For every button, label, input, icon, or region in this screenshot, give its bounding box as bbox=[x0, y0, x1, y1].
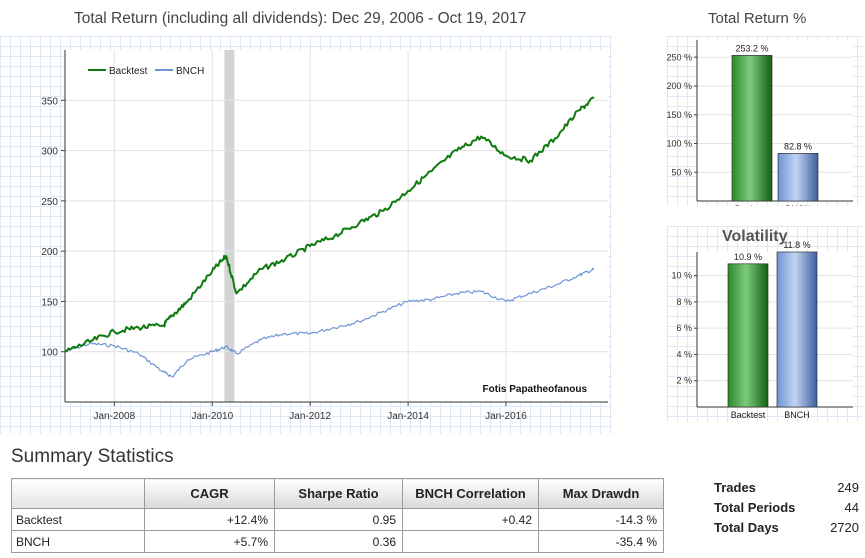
trades-value: 249 bbox=[837, 480, 859, 495]
y-tick-label: 350 bbox=[41, 96, 58, 107]
sharpe-cell: 0.36 bbox=[274, 530, 403, 553]
volatility-bar-chart: 2 % 4 % 6 % 8 % 10 % 10.9 % Backtest 11.8 % BNCH bbox=[671, 240, 853, 420]
y-tick-label: 100 bbox=[41, 348, 58, 359]
bar-value-label: 10.9 % bbox=[734, 252, 762, 262]
summary-table: CAGR Sharpe Ratio BNCH Correlation Max D… bbox=[11, 478, 664, 553]
row-label: BNCH bbox=[11, 530, 145, 553]
series-line-bnch bbox=[64, 267, 595, 378]
days-label: Total Days bbox=[714, 520, 779, 535]
correlation-cell: +0.42 bbox=[402, 508, 539, 531]
table-row: Backtest +12.4% 0.95 +0.42 -14.3 % bbox=[11, 508, 664, 531]
y-tick-label: 200 % bbox=[667, 81, 692, 91]
drawdown-cell: -14.3 % bbox=[538, 508, 664, 531]
table-row: BNCH +5.7% 0.36 -35.4 % bbox=[11, 530, 664, 553]
x-tick-label: Jan-2016 bbox=[485, 411, 527, 422]
cagr-cell: +5.7% bbox=[144, 530, 275, 553]
x-tick-label: Jan-2012 bbox=[289, 411, 331, 422]
legend-label-backtest: Backtest bbox=[109, 66, 148, 77]
bar-bnch bbox=[776, 251, 818, 408]
x-tick-label: Jan-2014 bbox=[387, 411, 429, 422]
x-tick-label: Jan-2008 bbox=[93, 411, 135, 422]
periods-value: 44 bbox=[844, 500, 859, 515]
series-line-backtest bbox=[64, 96, 595, 353]
x-tick-label: BNCH bbox=[784, 410, 810, 420]
x-tick-label: BNCH bbox=[785, 204, 811, 206]
y-tick-label: 10 % bbox=[671, 271, 692, 281]
y-tick-label: 250 % bbox=[667, 52, 692, 62]
x-tick-label: Backtest bbox=[735, 204, 770, 206]
periods-label: Total Periods bbox=[714, 500, 796, 515]
days-value: 2720 bbox=[830, 520, 859, 535]
y-tick-label: 6 % bbox=[676, 323, 692, 333]
total-return-bar-chart: 50 % 100 % 150 % 200 % 250 % 253.2 % Backtest 8… bbox=[667, 40, 853, 206]
main-chart-title: Total Return (including all dividends): … bbox=[74, 10, 527, 27]
header-max-drawdown: Max Drawdn bbox=[538, 478, 664, 509]
y-tick-label: 50 % bbox=[671, 167, 692, 177]
bar-bnch bbox=[777, 153, 819, 202]
header-correlation: BNCH Correlation bbox=[402, 478, 539, 509]
cagr-cell: +12.4% bbox=[144, 508, 275, 531]
header-cagr: CAGR bbox=[144, 478, 275, 509]
y-tick-label: 150 % bbox=[667, 110, 692, 120]
main-line-chart: 100 150 200 250 300 350 Jan-2008 Jan-2010 Jan-20… bbox=[41, 50, 608, 422]
header-blank bbox=[11, 478, 145, 509]
correlation-cell bbox=[402, 530, 539, 553]
trades-label: Trades bbox=[714, 480, 756, 495]
bar-backtest bbox=[731, 55, 773, 202]
y-tick-label: 150 bbox=[41, 297, 58, 308]
bar-backtest bbox=[727, 263, 769, 408]
drawdown-cell: -35.4 % bbox=[538, 530, 664, 553]
y-tick-label: 300 bbox=[41, 147, 58, 158]
x-tick-label: Jan-2010 bbox=[191, 411, 233, 422]
y-tick-label: 100 % bbox=[667, 139, 692, 149]
plot-area bbox=[65, 50, 608, 402]
bar-value-label: 82.8 % bbox=[784, 141, 812, 151]
bar-value-label: 253.2 % bbox=[735, 43, 768, 53]
y-tick-label: 2 % bbox=[676, 376, 692, 386]
y-tick-label: 8 % bbox=[676, 297, 692, 307]
volatility-title: Volatility bbox=[722, 228, 788, 245]
summary-title: Summary Statistics bbox=[11, 446, 174, 467]
x-tick-label: Backtest bbox=[731, 410, 766, 420]
sharpe-cell: 0.95 bbox=[274, 508, 403, 531]
y-tick-label: 4 % bbox=[676, 349, 692, 359]
bar-value-label: 11.8 % bbox=[783, 240, 810, 250]
y-tick-label: 200 bbox=[41, 247, 58, 258]
total-return-title: Total Return % bbox=[708, 10, 807, 27]
shaded-region bbox=[224, 50, 235, 402]
legend-label-bnch: BNCH bbox=[176, 66, 204, 77]
row-label: Backtest bbox=[11, 508, 145, 531]
y-tick-label: 250 bbox=[41, 197, 58, 208]
plot-area bbox=[697, 40, 853, 201]
header-sharpe: Sharpe Ratio bbox=[274, 478, 403, 509]
watermark: Fotis Papatheofanous bbox=[483, 384, 588, 395]
summary-header-row: CAGR Sharpe Ratio BNCH Correlation Max D… bbox=[11, 478, 664, 509]
